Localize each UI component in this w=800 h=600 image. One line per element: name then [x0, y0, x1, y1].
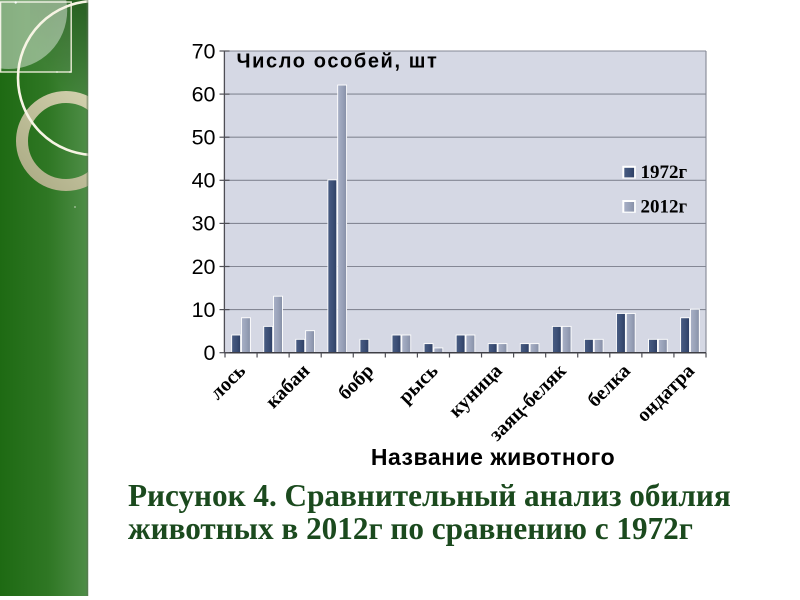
svg-text:Название животного: Название животного	[371, 444, 615, 470]
svg-text:50: 50	[192, 126, 216, 150]
svg-text:Число особей, шт: Число особей, шт	[237, 50, 439, 72]
svg-text:1972г: 1972г	[641, 162, 688, 183]
svg-text:10: 10	[192, 298, 216, 322]
svg-text:Рисунок 4. Сравнительный анали: Рисунок 4. Сравнительный анализ обилия	[128, 478, 731, 513]
svg-text:70: 70	[192, 39, 216, 63]
svg-text:0: 0	[204, 341, 216, 365]
svg-text:20: 20	[192, 255, 216, 279]
svg-text:40: 40	[192, 169, 216, 193]
svg-text:2012г: 2012г	[641, 196, 688, 217]
svg-text:животных в 2012г по сравнению: животных в 2012г по сравнению с 1972г	[128, 511, 693, 546]
svg-text:30: 30	[192, 212, 216, 236]
svg-text:60: 60	[192, 82, 216, 106]
